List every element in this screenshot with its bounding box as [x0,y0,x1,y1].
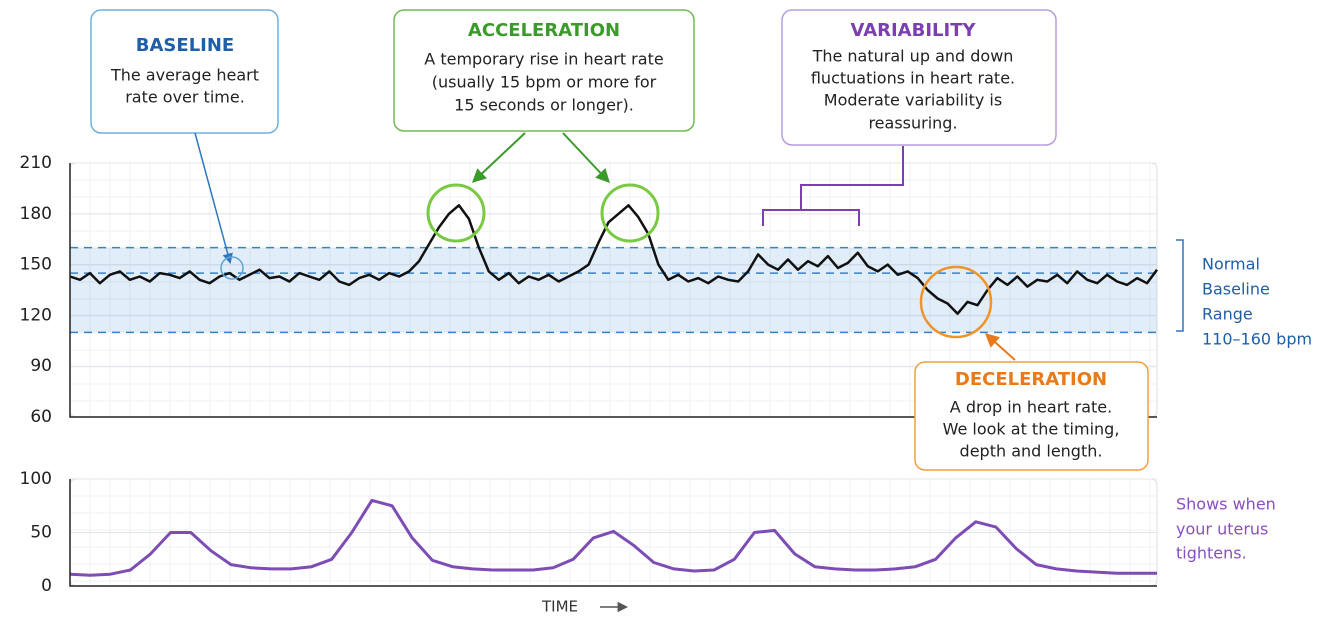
data-line [69,498,1157,577]
callout-box [781,9,1057,146]
bracket [762,146,904,226]
callout-text: We look at the timing, [943,420,1120,439]
x-axis-label: TIME [541,598,578,616]
y-tick-label: 180 [20,204,52,224]
y-tick-label: 50 [30,523,52,543]
highlight [220,256,244,280]
callout-text: (usually 15 bpm or more for [432,73,657,92]
y-tick-label: 120 [20,305,52,325]
range-label: Baseline [1202,280,1270,299]
y-tick-label: 0 [41,576,52,596]
callout-title: BASELINE [136,35,234,56]
minor-grid [70,163,1157,586]
y-tick-label: 100 [20,469,52,489]
callout-text: A drop in heart rate. [950,398,1112,417]
layer [69,162,1159,587]
callout-text: The natural up and down [812,47,1014,66]
y-tick-label: 90 [30,356,52,376]
callout-box [393,9,695,132]
highlight [919,265,993,339]
data-line [69,204,1159,315]
callout-text: A temporary rise in heart rate [424,50,663,69]
side-label: tightens. [1176,544,1247,563]
range-bracket [1176,239,1184,332]
callout-text: fluctuations in heart rate. [811,69,1015,88]
callout-text: Moderate variability is [824,91,1002,110]
y-tick-label: 150 [20,255,52,275]
highlight [426,183,486,243]
callout-text: rate over time. [125,88,245,107]
callout-text: 15 seconds or longer). [454,96,634,115]
range-label: 110–160 bpm [1202,330,1312,349]
callout-text: The average heart [110,66,259,85]
axis [69,479,1157,587]
arrow [194,132,233,265]
arrow [984,333,1016,361]
y-tick-label: 210 [20,153,52,173]
callout-title: VARIABILITY [850,20,976,41]
arrow [471,132,526,183]
axis [69,163,1157,418]
callout-box [914,361,1149,471]
callout-box [90,9,279,134]
callout-title: DECELERATION [955,369,1107,390]
callout-text: reassuring. [868,114,957,133]
callout-title: ACCELERATION [468,20,620,41]
side-label: your uterus [1176,520,1268,539]
y-tick-label: 60 [30,407,52,427]
side-label: Shows when [1176,495,1276,514]
highlight [600,183,660,243]
range-label: Normal [1202,255,1260,274]
range-label: Range [1202,305,1253,324]
callout-text: depth and length. [960,442,1103,461]
normal-range-band [70,247,1157,333]
arrow [562,132,610,184]
